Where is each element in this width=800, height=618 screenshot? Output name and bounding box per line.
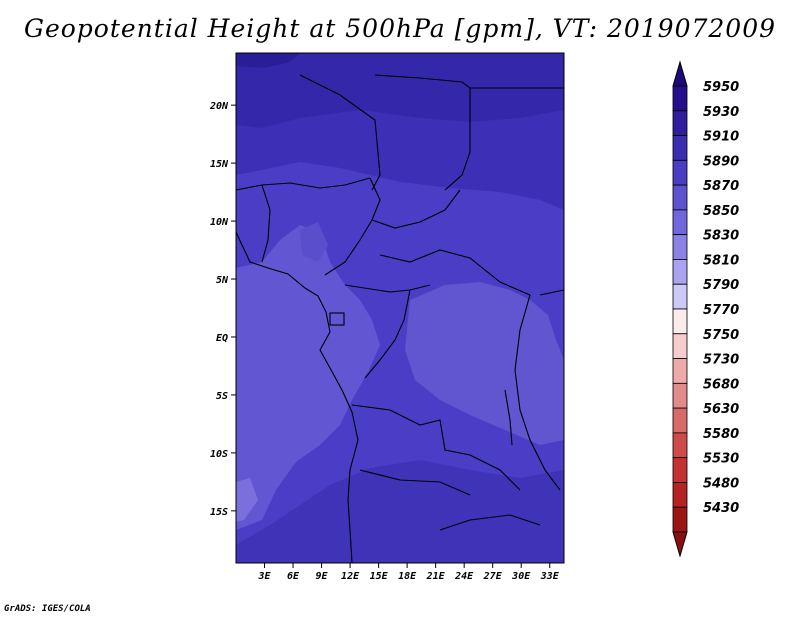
colorbar-segment (672, 333, 688, 359)
colorbar-label: 5810 (703, 253, 739, 268)
y-tick-label: 5N (216, 275, 229, 286)
colorbar-bottom-arrow (672, 531, 688, 558)
colorbar-label: 5480 (703, 476, 739, 491)
colorbar-label: 5750 (703, 328, 739, 343)
colorbar-label: 5910 (703, 130, 739, 145)
colorbar-label: 5950 (703, 80, 739, 95)
border-sahel (236, 177, 371, 191)
border-eq-guinea (329, 312, 345, 326)
colorbar-segment (672, 110, 688, 136)
colorbar-label: 5890 (703, 154, 739, 169)
colorbar-segment (672, 382, 688, 409)
chart-title: Geopotential Height at 500hPa [gpm], VT:… (23, 14, 777, 43)
colorbar-label: 5630 (703, 402, 739, 417)
border-car-north (371, 189, 461, 229)
lake-tanganyika (504, 389, 513, 446)
colorbar-segment (672, 159, 688, 186)
colorbar-label: 5850 (703, 204, 739, 219)
y-axis-ticks: 20N 15N 10N 5N EQ 5S 10S 15S (209, 101, 236, 518)
x-axis-ticks: 3E 6E 9E 12E 15E 18E 21E 24E 27E 30E 33E (257, 563, 560, 582)
x-tick-label: 21E (426, 571, 446, 582)
x-tick-label: 24E (454, 571, 474, 582)
x-tick-label: 9E (316, 571, 329, 582)
border-car-south (379, 249, 531, 296)
colorbar-segment (672, 482, 688, 508)
colorbar-segment (672, 506, 688, 533)
x-tick-label: 6E (287, 571, 300, 582)
colorbar-label: 5430 (703, 501, 739, 516)
colorbar-label: 5730 (703, 353, 739, 368)
coastline-west (236, 231, 359, 563)
colorbar-label: 5790 (703, 278, 739, 293)
colorbar-segment (672, 234, 688, 260)
borders (236, 74, 564, 563)
y-tick-label: 15N (210, 159, 229, 170)
field-nw-corner (236, 53, 300, 68)
colorbar-segment (672, 259, 688, 285)
colorbar-segment (672, 283, 688, 310)
y-tick-label: 5S (216, 391, 228, 402)
colorbar-segment (672, 135, 688, 161)
colorbar-label: 5870 (703, 179, 739, 194)
colorbar: 5950 5930 5910 5890 5870 5850 5830 5810 5790 5770… (672, 60, 739, 558)
x-tick-label: 12E (341, 571, 360, 582)
colorbar-label: 5680 (703, 377, 739, 392)
grads-credit: GrADS: IGES/COLA (4, 604, 91, 614)
border-nigeria-cameroon (324, 177, 381, 276)
field-west-lobe (236, 225, 380, 530)
colorbar-label: 5530 (703, 452, 739, 467)
x-tick-label: 27E (483, 571, 503, 582)
colorbar-segment (672, 457, 688, 483)
y-tick-label: EQ (216, 333, 228, 344)
y-tick-label: 15S (210, 507, 228, 518)
border-benin (261, 184, 271, 263)
border-east-lakes (514, 294, 561, 491)
field-central-basin (405, 282, 564, 445)
colorbar-segment (672, 85, 688, 112)
x-tick-label: 15E (370, 571, 389, 582)
border-congo (364, 289, 411, 379)
field-north-core (236, 53, 564, 128)
field-sw-patch (236, 478, 258, 522)
border-cameroon-gabon (344, 284, 431, 293)
colorbar-segment (672, 407, 688, 434)
border-east (539, 289, 564, 296)
colorbar-segment (672, 209, 688, 236)
colorbar-label: 5580 (703, 427, 739, 442)
colorbar-top-arrow (672, 60, 688, 87)
colorbar-segment (672, 432, 688, 459)
border-drc-angola (351, 404, 521, 491)
border-niger-libya (299, 74, 381, 191)
field-south-band (236, 460, 564, 563)
colorbar-segment (672, 184, 688, 211)
x-tick-label: 30E (511, 571, 531, 582)
colorbar-segment (672, 358, 688, 384)
height-field (236, 53, 564, 563)
colorbar-label: 5930 (703, 105, 739, 120)
field-west-patch (300, 222, 328, 262)
y-tick-label: 20N (209, 101, 229, 112)
map-frame (235, 52, 565, 564)
colorbar-label: 5830 (703, 229, 739, 244)
x-tick-label: 18E (398, 571, 417, 582)
x-tick-label: 33E (540, 571, 560, 582)
border-zambia-south (439, 514, 541, 531)
colorbar-label: 5770 (703, 303, 739, 318)
y-tick-label: 10S (210, 449, 228, 460)
y-tick-label: 10N (210, 217, 229, 228)
colorbar-segment (672, 308, 688, 335)
x-tick-label: 3E (257, 571, 271, 582)
border-angola-south (359, 469, 471, 496)
